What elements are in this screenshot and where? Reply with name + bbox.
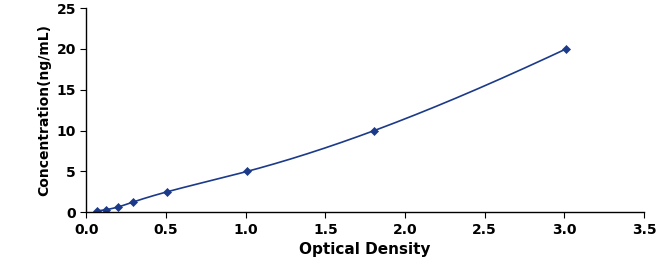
X-axis label: Optical Density: Optical Density [299, 242, 431, 257]
Y-axis label: Concentration(ng/mL): Concentration(ng/mL) [37, 24, 51, 196]
